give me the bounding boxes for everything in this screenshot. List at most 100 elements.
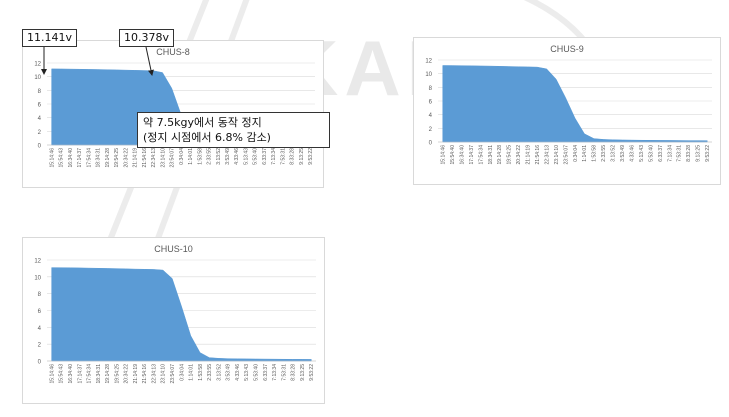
y-tick-label: 8 (38, 89, 42, 95)
x-tick-label: 22:34:13 (151, 148, 157, 168)
x-tick-label: 15:14:46 (49, 148, 55, 168)
area-series (442, 65, 708, 143)
stop-note-line1: 약 7.5kgy에서 동작 정지 (143, 116, 262, 129)
x-tick-label: 9:53:22 (309, 364, 315, 381)
x-tick-label: 17:54:34 (86, 148, 92, 168)
x-tick-label: 7:13:34 (667, 145, 673, 162)
chart-chus-9: CHUS-9 0 2 4 6 8 10 12 15:14:46 15:54:40 16:34:40 1… (425, 44, 712, 165)
x-tick-label: 6:33:37 (658, 145, 664, 162)
x-tick-label: 3:53:49 (620, 145, 626, 162)
chart-panel-chus-10: CHUS-10 0 2 4 6 8 10 12 15:14:46 15:54:43 16:34:40… (22, 237, 325, 404)
stop-note-box: 약 7.5kgy에서 동작 정지 (정지 시점에서 6.8% 감소) (137, 112, 330, 148)
x-tick-label: 3:13:52 (216, 364, 222, 381)
x-tick-label: 21:54:16 (142, 148, 148, 168)
x-tick-label: 18:34:31 (488, 145, 494, 165)
y-tick-label: 0 (38, 360, 42, 366)
y-tick-label: 12 (34, 62, 41, 68)
x-tick-label: 5:13:43 (244, 364, 250, 381)
x-tick-label: 9:13:25 (300, 364, 306, 381)
x-tick-label: 3:53:49 (225, 148, 231, 165)
y-tick-label: 8 (38, 292, 42, 298)
y-tick-label: 6 (38, 309, 42, 315)
x-tick-label: 17:54:34 (87, 364, 93, 384)
x-tick-label: 8:33:28 (686, 145, 692, 162)
x-tick-label: 3:13:52 (216, 148, 222, 165)
x-tick-label: 4:33:46 (234, 148, 240, 165)
x-tick-label: 23:54:07 (563, 145, 569, 165)
x-tick-label: 23:14:10 (160, 148, 166, 168)
y-tick-label: 4 (429, 113, 433, 119)
x-tick-label: 15:14:46 (441, 145, 447, 165)
voltage-stop-label: 10.378v (119, 29, 174, 47)
y-tick-label: 8 (429, 86, 433, 92)
y-tick-label: 0 (429, 141, 433, 147)
x-tick-label: 1:53:58 (592, 145, 598, 162)
x-tick-label: 6:33:37 (263, 364, 269, 381)
x-tick-label: 7:13:34 (271, 148, 277, 165)
x-tick-label: 22:34:13 (544, 145, 550, 165)
area-series (51, 267, 312, 362)
x-tick-label: 9:13:25 (696, 145, 702, 162)
x-tick-label: 20:34:22 (516, 145, 522, 165)
x-tick-label: 17:14:37 (469, 145, 475, 165)
x-tick-label: 3:53:49 (226, 364, 232, 381)
x-tick-label: 9:53:22 (705, 145, 711, 162)
x-tick-label: 15:54:43 (59, 148, 65, 168)
x-tick-label: 19:14:28 (497, 145, 503, 165)
chart-title: CHUS-9 (550, 44, 584, 54)
x-tick-label: 23:54:07 (170, 364, 176, 384)
x-tick-label: 2:33:55 (207, 148, 213, 165)
x-tick-label: 7:53:31 (280, 148, 286, 165)
chart-title: CHUS-8 (156, 47, 190, 57)
y-tick-label: 0 (38, 144, 42, 150)
x-tick-label: 21:14:19 (133, 364, 139, 384)
x-tick-label: 8:33:28 (291, 364, 297, 381)
x-tick-label: 2:33:55 (601, 145, 607, 162)
chart-chus-10: CHUS-10 0 2 4 6 8 10 12 15:14:46 15:54:43 16:34:40… (34, 244, 316, 384)
x-tick-label: 8:33:28 (290, 148, 296, 165)
y-tick-label: 2 (38, 343, 42, 349)
y-tick-label: 10 (34, 275, 41, 281)
x-tick-label: 5:53:40 (648, 145, 654, 162)
y-tick-label: 4 (38, 326, 42, 332)
x-tick-label: 23:14:10 (161, 364, 167, 384)
x-tick-label: 21:14:19 (133, 148, 139, 168)
stop-note-line2: (정지 시점에서 6.8% 감소) (143, 131, 271, 144)
x-tick-label: 5:13:43 (639, 145, 645, 162)
x-tick-label: 19:54:25 (114, 148, 120, 168)
x-tick-label: 15:54:43 (59, 364, 65, 384)
x-tick-label: 1:14:01 (582, 145, 588, 162)
x-tick-label: 1:14:01 (188, 148, 194, 165)
x-tick-label: 16:34:40 (68, 364, 74, 384)
x-tick-label: 16:34:40 (459, 145, 465, 165)
x-tick-label: 21:14:19 (526, 145, 532, 165)
x-tick-label: 9:53:22 (308, 148, 314, 165)
x-tick-label: 18:34:31 (96, 148, 102, 168)
x-tick-label: 5:13:43 (243, 148, 249, 165)
x-tick-label: 7:53:31 (677, 145, 683, 162)
x-tick-label: 21:54:16 (535, 145, 541, 165)
x-tick-label: 18:34:31 (96, 364, 102, 384)
x-tick-label: 1:14:01 (189, 364, 195, 381)
x-tick-label: 17:54:34 (478, 145, 484, 165)
x-tick-label: 3:13:52 (611, 145, 617, 162)
x-tick-label: 0:34:04 (179, 148, 185, 165)
x-tick-label: 23:14:10 (554, 145, 560, 165)
x-tick-label: 7:13:34 (272, 364, 278, 381)
x-tick-label: 4:33:46 (629, 145, 635, 162)
x-tick-label: 2:33:55 (207, 364, 213, 381)
y-tick-label: 10 (425, 72, 432, 78)
y-tick-label: 6 (429, 100, 433, 106)
y-tick-label: 10 (34, 75, 41, 81)
x-tick-label: 16:34:40 (68, 148, 74, 168)
y-tick-label: 4 (38, 116, 42, 122)
x-tick-label: 17:14:37 (77, 364, 83, 384)
y-tick-label: 2 (429, 127, 433, 133)
x-tick-label: 7:53:31 (281, 364, 287, 381)
x-tick-label: 19:54:25 (507, 145, 513, 165)
x-tick-label: 0:34:04 (179, 364, 185, 381)
x-tick-label: 9:13:25 (299, 148, 305, 165)
x-tick-label: 0:34:04 (573, 145, 579, 162)
x-tick-label: 6:33:37 (262, 148, 268, 165)
chart-title: CHUS-10 (154, 244, 193, 254)
